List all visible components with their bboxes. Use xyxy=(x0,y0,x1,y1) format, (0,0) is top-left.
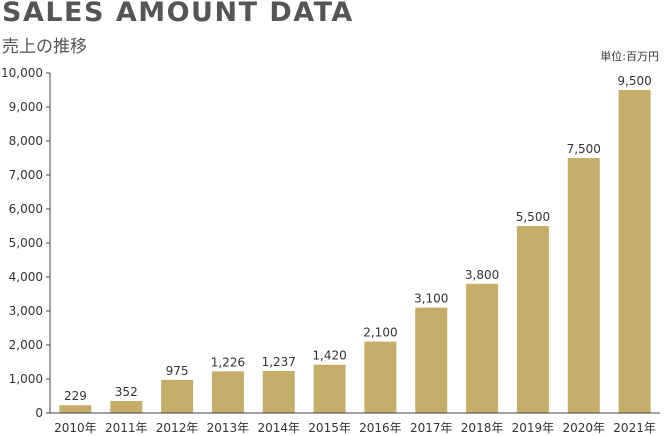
y-tick-label: 3,000 xyxy=(9,304,43,318)
bar xyxy=(618,90,651,413)
bar-value-label: 5,500 xyxy=(516,210,550,224)
bar-value-label: 3,100 xyxy=(414,292,448,306)
bar xyxy=(161,379,194,413)
y-tick-label: 10,000 xyxy=(1,66,43,80)
bar xyxy=(110,401,143,413)
y-tick-label: 6,000 xyxy=(9,202,43,216)
bar xyxy=(262,370,295,413)
x-category-label: 2020年 xyxy=(562,421,605,435)
x-category-label: 2018年 xyxy=(461,421,504,435)
x-category-label: 2017年 xyxy=(410,421,453,435)
y-tick-label: 7,000 xyxy=(9,168,43,182)
bar-value-label: 1,237 xyxy=(262,355,296,369)
y-tick-label: 5,000 xyxy=(9,236,43,250)
chart-subtitle: 売上の推移 xyxy=(2,37,87,57)
bar-value-label: 352 xyxy=(115,385,138,399)
x-category-label: 2010年 xyxy=(54,421,97,435)
bar-value-label: 1,420 xyxy=(312,349,346,363)
y-tick-label: 1,000 xyxy=(9,372,43,386)
y-tick-label: 2,000 xyxy=(9,338,43,352)
x-category-label: 2021年 xyxy=(613,421,656,435)
bar-value-label: 7,500 xyxy=(567,142,601,156)
x-category-label: 2019年 xyxy=(512,421,555,435)
x-category-label: 2016年 xyxy=(359,421,402,435)
bar-value-label: 975 xyxy=(166,364,189,378)
bar xyxy=(567,158,600,413)
x-category-label: 2013年 xyxy=(207,421,250,435)
x-category-label: 2011年 xyxy=(105,421,148,435)
x-category-label: 2014年 xyxy=(257,421,300,435)
bar xyxy=(364,341,397,413)
x-category-label: 2015年 xyxy=(308,421,351,435)
y-tick-label: 8,000 xyxy=(9,134,43,148)
y-tick-label: 9,000 xyxy=(9,100,43,114)
bar-value-label: 3,800 xyxy=(465,268,499,282)
unit-label: 単位:百万円 xyxy=(600,50,659,63)
bar-value-label: 2,100 xyxy=(363,326,397,340)
bar xyxy=(466,283,499,413)
bar-value-label: 9,500 xyxy=(617,74,651,88)
chart-title: SALES AMOUNT DATA xyxy=(2,0,354,28)
bar xyxy=(211,371,244,413)
bar-value-label: 229 xyxy=(64,389,87,403)
y-tick-label: 4,000 xyxy=(9,270,43,284)
bar xyxy=(415,307,448,413)
bar xyxy=(59,405,92,413)
bar xyxy=(516,226,549,413)
y-tick-label: 0 xyxy=(35,406,43,420)
bar-value-label: 1,226 xyxy=(211,355,245,369)
x-category-label: 2012年 xyxy=(156,421,199,435)
bar xyxy=(313,364,346,413)
